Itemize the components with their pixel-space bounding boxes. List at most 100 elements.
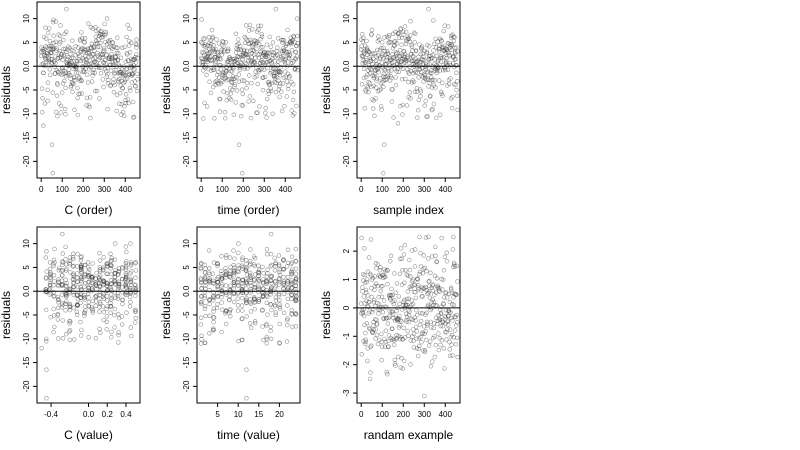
data-point	[408, 96, 413, 101]
data-point	[400, 112, 405, 117]
data-point	[423, 66, 428, 72]
data-point	[363, 58, 368, 63]
data-point	[438, 323, 443, 329]
data-point	[373, 327, 378, 332]
data-point	[261, 281, 266, 286]
data-point	[199, 17, 204, 22]
data-point	[48, 315, 53, 320]
data-point	[291, 82, 296, 87]
data-point	[55, 312, 61, 318]
data-point	[273, 304, 278, 309]
data-point	[76, 70, 81, 75]
data-point	[431, 302, 436, 308]
data-point	[65, 56, 70, 62]
data-point	[399, 356, 404, 361]
data-point	[293, 312, 299, 317]
data-point	[411, 54, 416, 59]
data-point	[367, 326, 372, 332]
data-point	[128, 263, 134, 268]
data-point	[232, 272, 237, 278]
data-point	[109, 45, 114, 50]
data-point	[220, 282, 225, 287]
data-point	[267, 81, 273, 87]
data-point	[364, 277, 370, 282]
data-point	[445, 49, 450, 54]
data-point	[236, 338, 241, 344]
data-point	[219, 52, 225, 57]
data-point	[112, 270, 118, 276]
data-point	[108, 251, 113, 257]
data-point	[268, 264, 273, 269]
data-point	[67, 321, 72, 326]
data-point	[59, 292, 65, 297]
data-point	[423, 235, 429, 240]
data-point	[419, 331, 425, 336]
data-point	[425, 114, 430, 119]
data-point	[286, 50, 291, 55]
data-point	[434, 259, 440, 264]
data-point	[412, 89, 418, 95]
data-point	[257, 267, 262, 272]
data-point	[112, 278, 117, 284]
data-point	[392, 361, 398, 366]
data-point	[414, 346, 420, 351]
data-point	[402, 51, 408, 57]
data-point	[373, 336, 378, 341]
data-point	[74, 312, 80, 317]
data-point	[400, 66, 406, 72]
data-point	[423, 285, 428, 290]
data-point	[419, 340, 424, 345]
data-point	[219, 284, 224, 289]
data-point	[269, 278, 274, 283]
data-point	[239, 303, 245, 308]
x-tick-label: 300	[418, 185, 432, 194]
data-point	[219, 329, 224, 335]
data-point	[420, 285, 425, 290]
y-axis-title: residuals	[0, 66, 13, 114]
data-point	[447, 347, 452, 352]
data-point	[93, 299, 99, 304]
data-point	[67, 301, 73, 307]
data-point	[412, 30, 417, 35]
data-point	[131, 115, 136, 120]
data-point	[444, 337, 449, 342]
data-point	[268, 44, 273, 50]
data-point	[258, 23, 264, 28]
data-point	[406, 319, 411, 325]
data-point	[269, 336, 274, 341]
data-point	[380, 40, 385, 45]
data-point	[248, 40, 254, 45]
data-point	[232, 56, 237, 61]
data-point	[204, 72, 209, 78]
data-point	[55, 305, 61, 310]
data-point	[112, 257, 118, 262]
data-point	[240, 295, 245, 301]
data-point	[290, 267, 295, 272]
data-point	[128, 299, 133, 305]
data-point	[400, 366, 405, 371]
data-point	[244, 396, 249, 401]
data-point	[404, 317, 409, 323]
data-point	[454, 292, 459, 297]
data-point	[67, 329, 72, 334]
data-point	[108, 310, 113, 315]
data-point	[129, 333, 134, 339]
data-point	[78, 295, 83, 300]
data-point	[63, 332, 69, 337]
data-point	[123, 282, 129, 287]
data-point	[244, 272, 250, 277]
data-point	[214, 37, 219, 42]
data-point	[444, 46, 450, 52]
data-point	[273, 89, 279, 95]
data-point	[281, 46, 286, 51]
data-point	[386, 35, 391, 40]
data-point	[431, 325, 436, 331]
data-point	[430, 283, 435, 288]
data-point	[100, 55, 105, 60]
y-tick-label: 5	[22, 265, 31, 270]
data-point	[381, 84, 386, 90]
data-point	[94, 293, 99, 298]
data-point	[115, 272, 121, 277]
data-point	[385, 344, 391, 350]
data-point	[244, 258, 249, 263]
